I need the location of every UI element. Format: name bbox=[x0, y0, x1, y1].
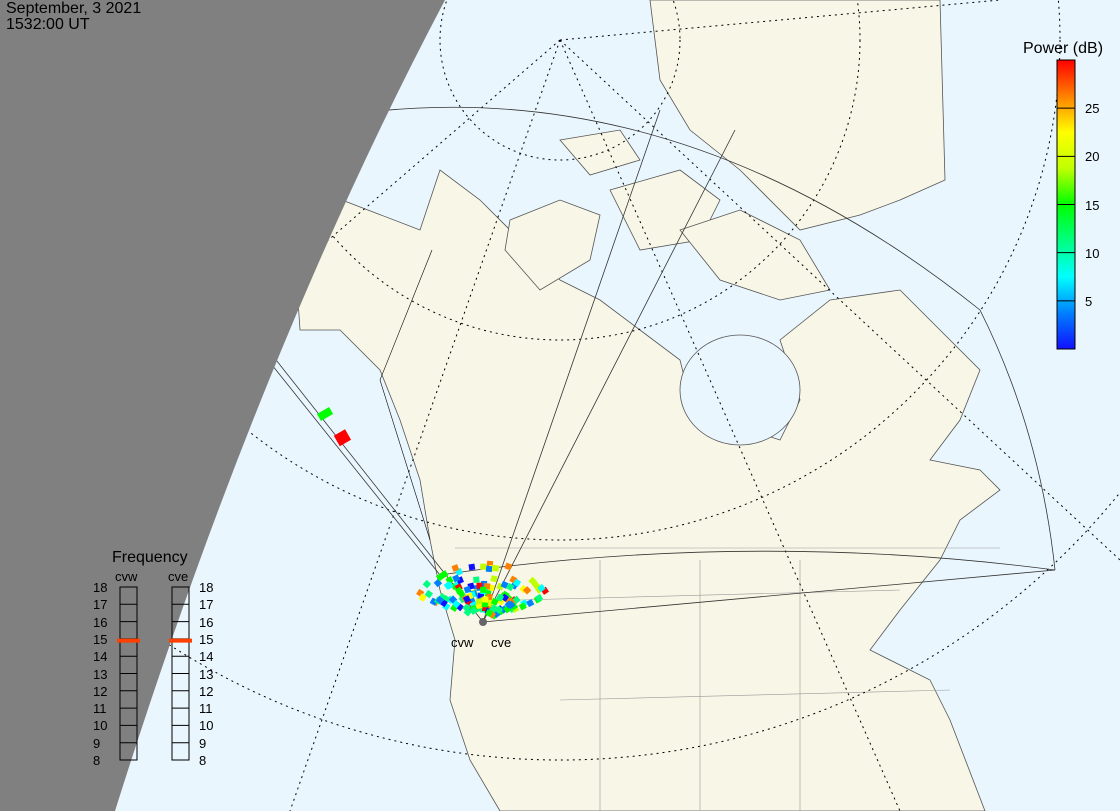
frequency-tick-left: 11 bbox=[93, 701, 107, 717]
radar-echo-cell bbox=[500, 593, 510, 602]
radar-echo-cell bbox=[482, 596, 489, 603]
radar-echo-cell bbox=[506, 582, 515, 592]
frequency-tick-left: 10 bbox=[93, 718, 108, 734]
frequency-tick-left: 16 bbox=[93, 614, 108, 630]
frequency-tick-right: 16 bbox=[199, 614, 214, 630]
radar-echo-cell bbox=[445, 581, 454, 590]
radar-echo-cell bbox=[422, 579, 432, 589]
radar-label-cve: cve bbox=[168, 569, 189, 584]
radar-echo-cell bbox=[518, 602, 527, 611]
radar-echo-cell bbox=[452, 574, 461, 583]
radar-echo-cell bbox=[490, 575, 498, 583]
colorbar-tick-label: 10 bbox=[1085, 245, 1100, 261]
radar-echo-cell bbox=[534, 593, 544, 603]
frequency-tick-right: 13 bbox=[199, 666, 214, 682]
frequency-tick-right: 8 bbox=[199, 753, 207, 768]
radar-label-cvw: cvw bbox=[115, 569, 138, 584]
frequency-marker bbox=[169, 638, 192, 643]
colorbar-title: Power (dB) bbox=[1023, 40, 1104, 57]
political-borders bbox=[379, 249, 1000, 811]
baffin-island bbox=[679, 209, 831, 301]
radar-echo-cell bbox=[418, 593, 427, 602]
radar-echoes bbox=[316, 407, 550, 620]
radar-echo-cell bbox=[504, 600, 514, 609]
site-label-cvw: cvw bbox=[451, 635, 474, 650]
radar-site-marker bbox=[479, 618, 487, 626]
radar-echo-cell bbox=[528, 576, 537, 586]
hudson-bay bbox=[679, 334, 801, 446]
arctic-island bbox=[504, 199, 601, 291]
radar-echo-cell bbox=[492, 564, 500, 572]
radar-echo-cell bbox=[433, 578, 443, 588]
greenland bbox=[649, 0, 946, 231]
radar-echo-cell bbox=[469, 606, 478, 615]
frequency-tick-right: 10 bbox=[199, 718, 214, 734]
frequency-tick-right: 12 bbox=[199, 683, 214, 699]
date-label: September, 3 2021 bbox=[6, 0, 142, 17]
radar-echo-cell bbox=[504, 562, 513, 571]
frequency-tick-left: 8 bbox=[93, 753, 101, 768]
frequency-tick-right: 11 bbox=[199, 701, 213, 717]
frequency-tick-left: 13 bbox=[93, 666, 108, 682]
radar-echo-cell bbox=[435, 595, 445, 605]
radar-echo-cell bbox=[475, 598, 483, 605]
power-colorbar bbox=[1056, 59, 1076, 350]
frequency-legend bbox=[117, 586, 192, 761]
radar-echo-cell bbox=[495, 593, 505, 602]
radar-echo-cell bbox=[462, 595, 472, 604]
radar-echo-cell bbox=[480, 563, 487, 570]
radar-echo-cell bbox=[485, 565, 493, 573]
frequency-marker bbox=[117, 638, 140, 643]
radar-echo-cell bbox=[452, 599, 461, 609]
night-terminator bbox=[0, 0, 445, 811]
radar-echo-cell bbox=[494, 605, 504, 614]
arctic-island bbox=[559, 129, 641, 176]
colorbar-tick-label: 20 bbox=[1085, 149, 1100, 165]
radar-echo-cell bbox=[333, 429, 352, 447]
radar-echo-cell bbox=[454, 586, 464, 595]
radar-echo-cell bbox=[526, 599, 535, 608]
time-label: 1532:00 UT bbox=[6, 16, 90, 33]
frequency-tick-left: 18 bbox=[93, 580, 108, 595]
radar-echo-cell bbox=[500, 580, 509, 589]
radar-echo-cell bbox=[480, 586, 487, 593]
colorbar-tick-label: 15 bbox=[1085, 197, 1100, 213]
landmasses bbox=[289, 0, 1001, 811]
radar-echo-cell bbox=[316, 407, 334, 421]
north-america bbox=[289, 169, 1001, 811]
frequency-tick-right: 18 bbox=[199, 580, 214, 595]
radar-echo-cell bbox=[473, 576, 480, 584]
radar-echo-cell bbox=[512, 578, 522, 588]
radar-echo-cell bbox=[440, 570, 449, 579]
frequency-tick-right: 9 bbox=[199, 735, 207, 751]
frequency-tick-left: 17 bbox=[93, 597, 108, 613]
frequency-tick-right: 15 bbox=[199, 631, 214, 647]
frequency-tick-right: 17 bbox=[199, 597, 214, 613]
radar-echo-cell bbox=[484, 609, 493, 618]
radar-echo-cell bbox=[468, 563, 476, 571]
frequency-tick-left: 14 bbox=[93, 649, 108, 665]
radar-echo-cell bbox=[490, 597, 499, 606]
frequency-tick-right: 14 bbox=[199, 649, 214, 665]
colorbar-tick-label: 5 bbox=[1085, 293, 1093, 309]
frequency-tick-left: 12 bbox=[93, 683, 108, 699]
frequency-tick-left: 9 bbox=[93, 735, 101, 751]
frequency-tick-left: 15 bbox=[93, 631, 108, 647]
site-label-cve: cve bbox=[491, 635, 512, 650]
radar-echo-cell bbox=[522, 586, 532, 595]
radar-echo-cell bbox=[463, 585, 472, 594]
colorbar-tick-label: 25 bbox=[1085, 101, 1100, 117]
frequency-title: Frequency bbox=[112, 549, 188, 566]
radar-echo-cell bbox=[451, 564, 460, 572]
radar-echo-cell bbox=[424, 589, 434, 599]
